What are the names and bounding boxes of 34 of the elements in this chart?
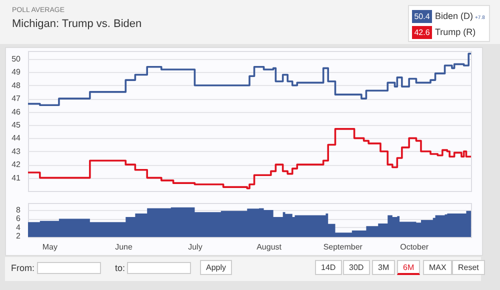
x-tick-label: June: [115, 242, 133, 252]
text: 14D: [315, 260, 342, 275]
legend-label: Biden (D): [435, 11, 474, 21]
text: Apply: [200, 260, 232, 275]
y-tick-label: 46: [12, 107, 22, 116]
text: 6M: [397, 260, 420, 275]
y-tick-label: 4: [16, 222, 22, 232]
text: 3M: [372, 260, 396, 275]
legend-label: Trump (R): [435, 27, 476, 37]
y-tick-label: 48: [12, 80, 22, 90]
text: to:: [115, 263, 126, 273]
y-tick-label: 6: [16, 214, 22, 224]
y-tick-label: 44: [12, 134, 22, 143]
y-tick-label: 47: [12, 94, 22, 104]
y-tick-label: 50: [12, 54, 22, 64]
text: 30D: [343, 260, 370, 275]
y-tick-label: 49: [12, 68, 22, 77]
y-tick-label: 2: [16, 232, 22, 241]
x-tick-label: May: [42, 242, 58, 252]
x-tick-label: October: [400, 242, 429, 252]
text: Reset: [452, 260, 485, 275]
y-tick-label: 43: [12, 146, 22, 156]
text: From:: [11, 263, 34, 273]
y-tick-label: 42: [12, 160, 22, 170]
y-tick-label: 41: [12, 173, 22, 182]
text: 50.4: [412, 10, 432, 23]
x-tick-label: August: [256, 242, 282, 252]
x-tick-label: July: [188, 242, 202, 252]
y-tick-label: 45: [12, 120, 22, 130]
y-tick-label: 8: [16, 205, 22, 214]
chart-title: Michigan: Trump vs. Biden: [12, 18, 142, 30]
x-tick-label: September: [323, 242, 363, 252]
text: MAX: [423, 260, 452, 275]
text: 42.6: [412, 26, 432, 39]
